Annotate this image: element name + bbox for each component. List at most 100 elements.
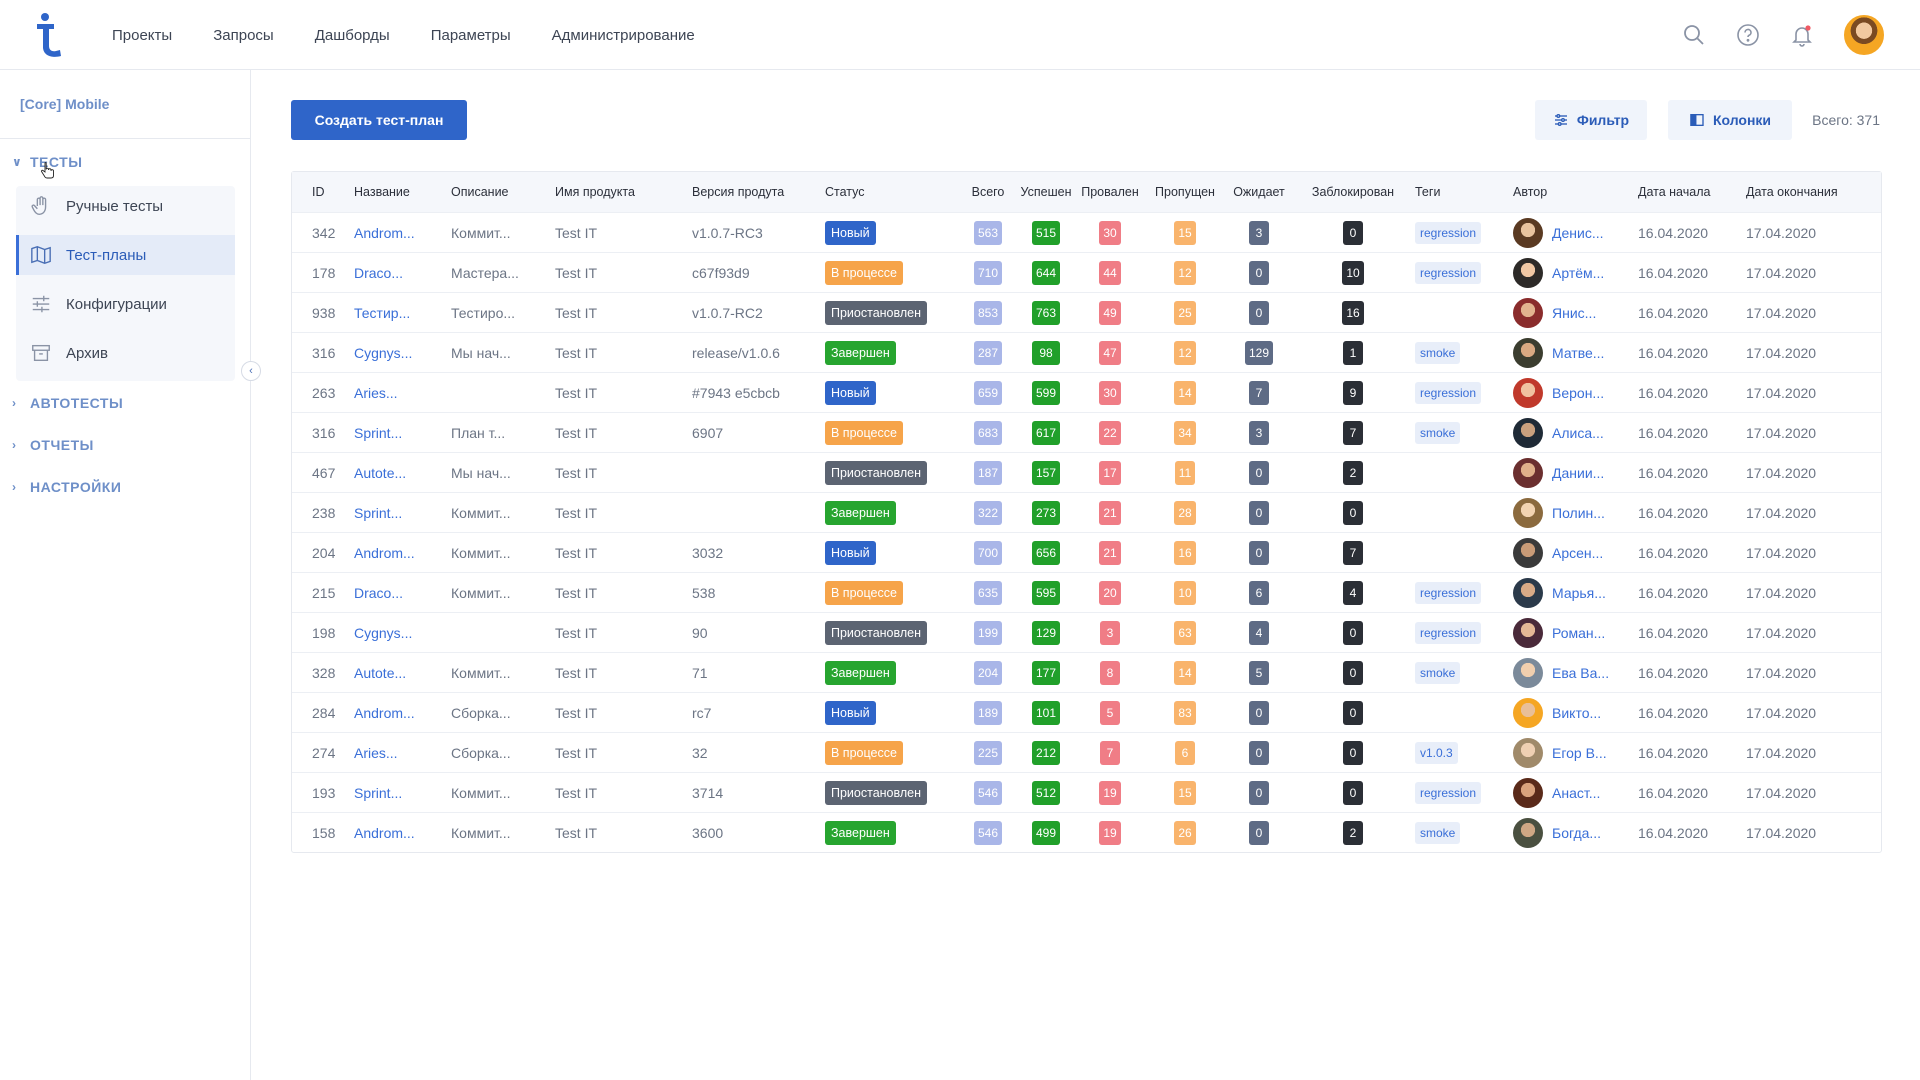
author-name-link[interactable]: Полин... [1552,504,1605,521]
col-tags[interactable]: Теги [1415,185,1441,199]
nav-parameters[interactable]: Параметры [430,26,511,44]
tag-badge[interactable]: regression [1415,261,1482,284]
col-version[interactable]: Версия продута [692,185,785,199]
row-name-link[interactable]: Autote... [354,664,407,681]
table-row[interactable]: 238 Sprint... Коммит... Test IT Завершен 322 2… [292,492,1881,532]
row-name-link[interactable]: Sprint... [354,504,403,521]
project-name[interactable]: [Core] Mobile [20,96,110,112]
row-name-link[interactable]: Androm... [354,704,415,721]
nav-dashboards[interactable]: Дашборды [314,26,390,44]
table-row[interactable]: 938 Тестир... Тестиро... Test IT v1.0.7-RC2 П… [292,292,1881,332]
author-name-link[interactable]: Артём... [1552,264,1605,281]
table-row[interactable]: 274 Aries... Сборка... Test IT 32 В процессе 2… [292,732,1881,772]
row-name-link[interactable]: Draco... [354,584,404,601]
search-icon[interactable] [1682,23,1706,47]
author-name-link[interactable]: Анаст... [1552,784,1601,801]
table-row[interactable]: 204 Androm... Коммит... Test IT 3032 Новый 700… [292,532,1881,572]
section-settings[interactable]: › НАСТРОЙКИ [12,479,121,495]
author-name-link[interactable]: Денис... [1552,224,1604,241]
author-name-link[interactable]: Марья... [1552,584,1606,601]
author-name-link[interactable]: Богда... [1552,824,1602,841]
tag-badge[interactable]: regression [1415,221,1482,244]
create-test-plan-button[interactable]: Создать тест-план [291,100,467,140]
sidebar-item-test-plans[interactable]: Тест-планы [16,235,235,275]
table-row[interactable]: 342 Androm... Коммит... Test IT v1.0.7-RC3 Но… [292,212,1881,252]
tag-badge[interactable]: regression [1415,381,1482,404]
section-reports[interactable]: › ОТЧЕТЫ [12,437,94,453]
section-autotests[interactable]: › АВТОТЕСТЫ [12,395,123,411]
table-row[interactable]: 284 Androm... Сборка... Test IT rc7 Новый 189 1… [292,692,1881,732]
author-name-link[interactable]: Арсен... [1552,544,1604,561]
author-name-link[interactable]: Верон... [1552,384,1605,401]
tag-badge[interactable]: regression [1415,621,1482,644]
row-name-link[interactable]: Autote... [354,464,407,481]
tag-badge[interactable]: smoke [1415,821,1461,844]
author-name-link[interactable]: Матве... [1552,344,1605,361]
col-author[interactable]: Автор [1513,185,1548,199]
col-failed[interactable]: Провален [1081,185,1139,199]
author-name-link[interactable]: Алиса... [1552,424,1604,441]
tag-badge[interactable]: regression [1415,581,1482,604]
sidebar-collapse-button[interactable]: ‹ [241,361,261,381]
col-name[interactable]: Название [354,185,410,199]
tag-badge[interactable]: regression [1415,781,1482,804]
author-name-link[interactable]: Ева Ва... [1552,664,1610,681]
col-product[interactable]: Имя продукта [555,185,635,199]
sidebar-item-manual-tests[interactable]: Ручные тесты [16,186,235,226]
author-name-link[interactable]: Егор В... [1552,744,1607,761]
table-row[interactable]: 316 Sprint... План т... Test IT 6907 В процес… [292,412,1881,452]
tag-badge[interactable]: v1.0.3 [1415,741,1458,764]
author-name-link[interactable]: Роман... [1552,624,1606,641]
col-total[interactable]: Всего [971,185,1005,199]
col-blocked[interactable]: Заблокирован [1311,185,1395,199]
author-name-link[interactable]: Янис... [1552,304,1597,321]
row-name-link[interactable]: Sprint... [354,424,403,441]
row-name-link[interactable]: Androm... [354,824,415,841]
table-row[interactable]: 328 Autote... Коммит... Test IT 71 Завершен 20… [292,652,1881,692]
table-row[interactable]: 193 Sprint... Коммит... Test IT 3714 Приостан… [292,772,1881,812]
table-row[interactable]: 158 Androm... Коммит... Test IT 3600 Завершен… [292,812,1881,852]
row-name-link[interactable]: Androm... [354,224,415,241]
tag-badge[interactable]: smoke [1415,421,1461,444]
row-name-link[interactable]: Тестир... [354,304,411,321]
col-start-date[interactable]: Дата начала [1638,185,1711,199]
col-skipped[interactable]: Пропущен [1155,185,1215,199]
user-avatar[interactable] [1844,15,1884,55]
filter-button[interactable]: Фильтр [1535,100,1647,140]
col-end-date[interactable]: Дата окончания [1746,185,1838,199]
status-badge: Приостановлен [825,620,928,645]
author-name-link[interactable]: Викто... [1552,704,1602,721]
row-name-link[interactable]: Androm... [354,544,415,561]
table-row[interactable]: 215 Draco... Коммит... Test IT 538 В процессе… [292,572,1881,612]
tag-badge[interactable]: smoke [1415,341,1461,364]
skipped-count-badge: 28 [1174,500,1196,525]
tag-badge[interactable]: smoke [1415,661,1461,684]
col-id[interactable]: ID [312,185,325,199]
author-name-link[interactable]: Дании... [1552,464,1605,481]
table-row[interactable]: 178 Draco... Мастера... Test IT c67f93d9 В пр… [292,252,1881,292]
table-row[interactable]: 198 Cygnys... Test IT 90 Приостановлен 199 129… [292,612,1881,652]
row-name-link[interactable]: Cygnys... [354,344,413,361]
col-waiting[interactable]: Ожидает [1233,185,1285,199]
col-status[interactable]: Статус [825,185,865,199]
table-row[interactable]: 263 Aries... Test IT #7943 e5cbcb Новый 659 59… [292,372,1881,412]
sidebar-item-configurations[interactable]: Конфигурации [16,284,235,324]
row-name-link[interactable]: Aries... [354,744,398,761]
section-tests[interactable]: ∨ ТЕСТЫ [12,154,82,170]
table-row[interactable]: 316 Cygnys... Мы нач... Test IT release/v1.0… [292,332,1881,372]
row-name-link[interactable]: Sprint... [354,784,403,801]
table-row[interactable]: 467 Autote... Мы нач... Test IT Приостановле… [292,452,1881,492]
row-name-link[interactable]: Cygnys... [354,624,413,641]
row-name-link[interactable]: Draco... [354,264,404,281]
columns-button[interactable]: Колонки [1668,100,1792,140]
col-description[interactable]: Описание [451,185,509,199]
row-name-link[interactable]: Aries... [354,384,398,401]
help-icon[interactable] [1736,23,1760,47]
col-passed[interactable]: Успешен [1020,185,1072,199]
nav-projects[interactable]: Проекты [112,26,173,44]
nav-administration[interactable]: Администрирование [551,26,695,44]
notification-bell-icon[interactable] [1790,23,1814,47]
sidebar-item-archive[interactable]: Архив [16,333,235,373]
nav-requests[interactable]: Запросы [213,26,274,44]
testit-logo[interactable] [32,12,66,58]
